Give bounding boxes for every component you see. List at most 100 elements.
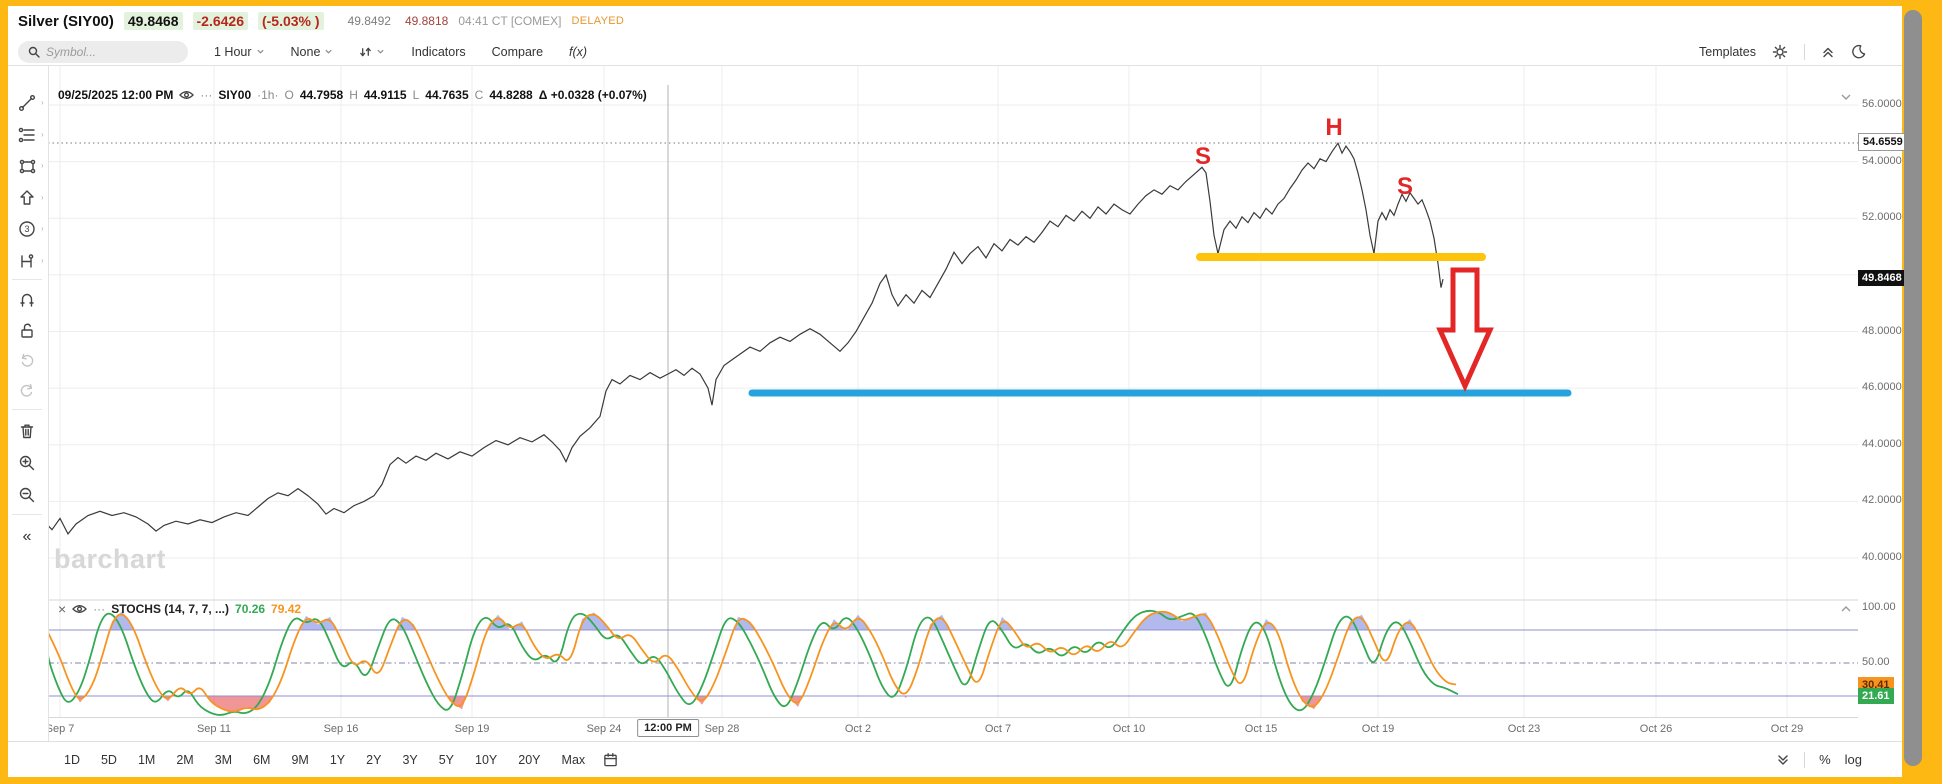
symbol-search-placeholder: Symbol...	[46, 44, 97, 59]
zoom-in[interactable]	[14, 450, 40, 476]
collapse-up-icon[interactable]	[1821, 45, 1835, 59]
calendar-icon[interactable]	[603, 752, 618, 767]
collapse-sidebar[interactable]: «	[22, 528, 32, 545]
date-tick-label: Oct 29	[1770, 723, 1804, 735]
fx-label: f(x)	[569, 44, 588, 59]
shapes-tool[interactable]	[14, 153, 40, 179]
range-button-9m[interactable]: 9M	[291, 752, 309, 767]
chart-type-label: None	[290, 44, 321, 59]
indicators-label: Indicators	[411, 44, 466, 59]
range-button-1m[interactable]: 1M	[137, 752, 156, 767]
range-button-3m[interactable]: 3M	[214, 752, 233, 767]
range-button-2y[interactable]: 2Y	[366, 752, 382, 767]
eye-icon[interactable]	[72, 603, 87, 615]
stoch-d-value: 79.42	[271, 602, 302, 616]
date-tick-label: Oct 10	[1112, 723, 1146, 735]
chart-toolbar: Symbol... 1 Hour None Indicators Compare…	[8, 38, 1902, 66]
low-label: L	[412, 88, 420, 102]
price-tick-label: 44.0000	[1862, 437, 1902, 450]
range-button-1d[interactable]: 1D	[64, 752, 80, 767]
range-button-1y[interactable]: 1Y	[329, 752, 346, 767]
date-tick-label: Oct 15	[1244, 723, 1278, 735]
stoch-pane-collapse-chevron[interactable]	[1840, 604, 1852, 614]
range-button-10y[interactable]: 10Y	[475, 752, 498, 767]
templates-button[interactable]: Templates	[1699, 44, 1756, 59]
stoch-k-value: 70.26	[235, 602, 266, 616]
range-button-3y[interactable]: 3Y	[402, 752, 418, 767]
scale-controls: % log	[1776, 751, 1862, 768]
quote-header: Silver (SIY00) 49.8468 -2.6426 (-5.03% )…	[18, 8, 624, 34]
date-tick-label: Sep 7	[45, 723, 75, 735]
magnet-mode[interactable]	[14, 287, 40, 313]
tool-expand-chevron[interactable]: ›	[41, 161, 44, 170]
stochastics-info-row: × ··· STOCHS (14, 7, 7, ...) 70.26 79.42	[58, 601, 301, 617]
close-indicator-icon[interactable]: ×	[58, 601, 67, 617]
percent-scale-button[interactable]: %	[1819, 752, 1831, 767]
redo-button[interactable]	[14, 377, 40, 403]
price-axis[interactable]: 54.6559 49.8468 30.41 21.61 56.0000 54.00…	[1858, 66, 1908, 741]
tool-expand-chevron[interactable]: ›	[41, 224, 44, 233]
chevron-down-icon	[325, 49, 333, 54]
price-tick-label: 46.0000	[1862, 381, 1902, 394]
range-button-6m[interactable]: 6M	[253, 752, 271, 767]
log-scale-button[interactable]: log	[1844, 752, 1862, 767]
functions-button[interactable]: f(x)	[569, 45, 587, 59]
period-dropdown[interactable]: 1 Hour	[214, 45, 265, 59]
range-button-5y[interactable]: 5Y	[438, 752, 455, 767]
unlock-drawings[interactable]	[14, 317, 40, 343]
stoch-d-axis-badge: 21.61	[1858, 688, 1894, 705]
low-value: 44.7635	[425, 88, 469, 102]
stoch-tick-label: 100.00	[1862, 601, 1896, 613]
last-price-axis-badge: 49.8468	[1858, 270, 1906, 287]
fibonacci-tool[interactable]	[14, 122, 40, 148]
compare-label: Compare	[491, 44, 544, 59]
delete-drawings[interactable]	[14, 418, 40, 444]
tool-expand-chevron[interactable]: ›	[41, 98, 44, 107]
more-options-icon[interactable]: ···	[93, 602, 106, 616]
trend-line-tool[interactable]	[14, 90, 40, 116]
eye-icon[interactable]	[179, 89, 195, 101]
elliott-wave-tool[interactable]: 3	[14, 216, 40, 242]
price-tick-label: 52.0000	[1862, 211, 1902, 224]
range-button-2m[interactable]: 2M	[176, 752, 194, 767]
date-tick-label: Sep 19	[454, 723, 490, 735]
measure-tool[interactable]	[14, 248, 40, 274]
search-icon	[28, 46, 40, 58]
chart-type-dropdown[interactable]: None	[291, 45, 334, 59]
zoom-out[interactable]	[14, 482, 40, 508]
compare-button[interactable]: Compare	[492, 45, 543, 59]
date-tick-label: Oct 2	[844, 723, 872, 735]
price-change-pct: (-5.03% )	[257, 12, 324, 30]
undo-button[interactable]	[14, 347, 40, 373]
bar-info-row: 09/25/2025 12:00 PM ··· SIY00 ·1h· O 44.7…	[58, 88, 647, 102]
more-options-icon[interactable]: ···	[200, 88, 213, 102]
gear-icon[interactable]	[1772, 44, 1788, 60]
range-button-max[interactable]: Max	[561, 752, 586, 767]
compare-sort-dropdown[interactable]	[359, 45, 385, 58]
page-scrollbar-thumb[interactable]	[1904, 10, 1922, 766]
dark-mode-moon-icon[interactable]	[1851, 44, 1866, 59]
sidebar-divider	[12, 279, 42, 280]
collapse-down-icon[interactable]	[1776, 753, 1790, 767]
high-label: H	[349, 88, 358, 102]
tool-expand-chevron[interactable]: ›	[41, 130, 44, 139]
date-tick-label: Sep 24	[586, 723, 622, 735]
range-button-5d[interactable]: 5D	[100, 752, 117, 767]
date-axis[interactable]: 12:00 PM Sep 7 Sep 11 Sep 16 Sep 19 Sep 24 Se…	[45, 717, 1858, 742]
tool-expand-chevron[interactable]: ›	[41, 256, 44, 265]
symbol-search-input[interactable]: Symbol...	[18, 40, 188, 63]
chevron-down-icon	[377, 49, 385, 54]
toolbar-right-cluster: Templates	[1699, 38, 1866, 65]
close-label: C	[474, 88, 484, 102]
toolbar-divider	[1804, 751, 1806, 768]
indicators-button[interactable]: Indicators	[411, 45, 465, 59]
tool-expand-chevron[interactable]: ›	[41, 193, 44, 202]
svg-text:3: 3	[24, 224, 29, 234]
main-pane-collapse-chevron[interactable]	[1840, 92, 1852, 102]
arrow-annotation-tool[interactable]	[14, 185, 40, 211]
date-tick-label: Oct 7	[984, 723, 1012, 735]
range-button-20y[interactable]: 20Y	[518, 752, 541, 767]
close-value: 44.8288	[489, 88, 533, 102]
session-time-badge: 12:00 PM	[637, 719, 699, 737]
